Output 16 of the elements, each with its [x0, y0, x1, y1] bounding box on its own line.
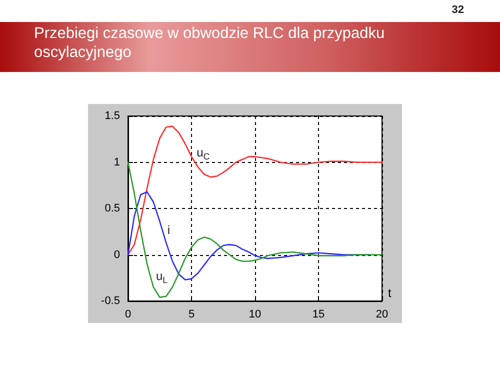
line-series	[127, 162, 383, 298]
y-tick-label: 0.5	[104, 202, 120, 214]
text: 32	[452, 4, 464, 16]
y-tick-label: 1.5	[104, 110, 120, 122]
x-tick-label: 5	[188, 308, 195, 320]
y-tick-label: -0.5	[101, 295, 120, 307]
x-tick-label: 0	[124, 308, 132, 320]
chart-title: Przebiegi czasowe w obwodzie RLC dla przypadku oscylacyjnego	[34, 24, 386, 62]
x-axis-title: t	[388, 286, 392, 300]
line-series	[127, 126, 383, 256]
x-tick-label: 20	[376, 308, 388, 320]
y-tick-label: 0	[114, 248, 120, 261]
series-label: i	[167, 223, 170, 238]
x-tick-label: 15	[312, 308, 325, 320]
y-tick-label: 1	[114, 156, 120, 168]
x-tick-label: 10	[248, 308, 262, 320]
